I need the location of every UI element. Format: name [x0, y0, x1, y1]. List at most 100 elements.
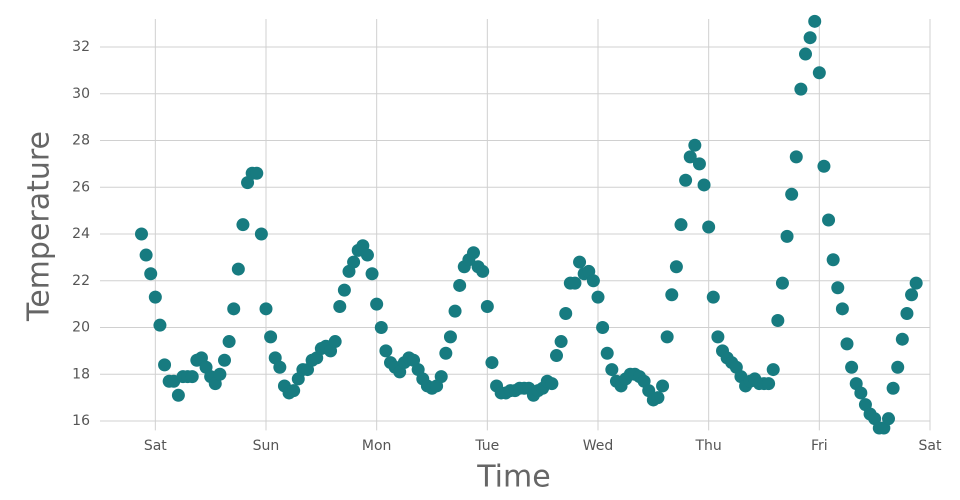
data-point — [439, 346, 453, 360]
y-tick-label: 24 — [72, 226, 90, 242]
data-point — [900, 306, 914, 320]
data-point — [337, 283, 351, 297]
data-point — [702, 220, 716, 234]
x-tick-label: Thu — [695, 438, 722, 454]
data-point — [218, 353, 231, 367]
data-point — [135, 227, 148, 241]
data-point — [550, 349, 563, 363]
data-point — [148, 290, 162, 304]
data-point — [443, 330, 457, 344]
data-point — [775, 276, 789, 290]
y-tick-label: 20 — [72, 320, 90, 336]
data-point — [706, 290, 720, 304]
data-point — [374, 321, 388, 335]
data-point — [651, 391, 665, 405]
data-point — [467, 246, 480, 260]
data-point — [780, 229, 794, 243]
data-point — [227, 302, 241, 316]
x-tick-label: Sun — [253, 438, 280, 454]
data-point — [762, 377, 776, 391]
data-point — [222, 335, 236, 349]
data-point — [453, 278, 467, 292]
data-point — [480, 299, 494, 313]
data-point — [895, 332, 909, 346]
x-axis-title: Time — [476, 460, 550, 495]
x-tick-label: Mon — [362, 438, 392, 454]
y-tick-label: 22 — [72, 273, 90, 289]
data-point — [766, 363, 780, 377]
data-point — [688, 138, 702, 152]
data-point — [789, 150, 803, 164]
data-point — [591, 290, 605, 304]
data-point — [586, 274, 600, 288]
data-point — [596, 321, 610, 335]
data-point — [794, 82, 808, 96]
data-point — [711, 330, 725, 344]
data-point — [891, 360, 905, 374]
data-point — [771, 314, 785, 328]
data-point — [250, 166, 264, 180]
data-point — [573, 255, 587, 269]
y-axis-title: Temperature — [22, 131, 57, 322]
data-point — [476, 264, 490, 278]
data-point — [808, 14, 822, 28]
data-point — [656, 379, 670, 393]
data-point — [139, 248, 153, 262]
data-point — [231, 262, 245, 276]
data-point — [360, 248, 374, 262]
data-point — [185, 370, 199, 384]
data-point — [882, 412, 895, 426]
data-point — [822, 213, 836, 227]
data-point — [854, 386, 868, 400]
y-tick-label: 26 — [72, 179, 90, 195]
data-point — [171, 388, 185, 402]
data-point — [259, 302, 273, 316]
data-point — [835, 302, 849, 316]
data-point — [379, 344, 393, 358]
data-point — [909, 276, 923, 290]
data-point — [328, 335, 342, 349]
data-point — [905, 288, 919, 302]
data-point — [674, 218, 688, 232]
y-tick-label: 32 — [72, 39, 90, 55]
data-point — [660, 330, 674, 344]
data-point — [568, 276, 582, 290]
data-point — [785, 187, 799, 201]
data-point — [817, 159, 831, 173]
data-point — [605, 363, 619, 377]
y-tick-label: 28 — [72, 133, 90, 149]
y-tick-label: 16 — [72, 413, 90, 429]
data-point — [812, 66, 826, 80]
data-point — [831, 281, 845, 295]
data-point — [158, 358, 172, 372]
data-point — [697, 178, 711, 192]
data-point — [333, 299, 347, 313]
data-point — [287, 384, 301, 398]
data-point — [347, 255, 361, 269]
data-point — [264, 330, 278, 344]
data-point — [213, 367, 227, 381]
data-point — [236, 218, 250, 232]
y-tick-label: 18 — [72, 366, 90, 382]
data-point — [448, 304, 462, 318]
data-point — [845, 360, 859, 374]
data-point — [545, 377, 559, 391]
data-point — [840, 337, 854, 351]
data-point — [273, 360, 287, 374]
data-point — [826, 253, 840, 267]
data-point — [679, 173, 693, 187]
x-tick-label: Fri — [811, 438, 828, 454]
x-tick-label: Wed — [583, 438, 614, 454]
y-tick-label: 30 — [72, 86, 90, 102]
data-point — [365, 267, 379, 281]
data-point — [600, 346, 614, 360]
data-point — [370, 297, 384, 311]
data-point — [485, 356, 499, 370]
data-point — [683, 150, 697, 164]
data-point — [803, 31, 817, 45]
data-point — [799, 47, 812, 61]
data-point — [153, 318, 167, 332]
data-point — [434, 370, 448, 384]
data-point — [692, 157, 706, 171]
